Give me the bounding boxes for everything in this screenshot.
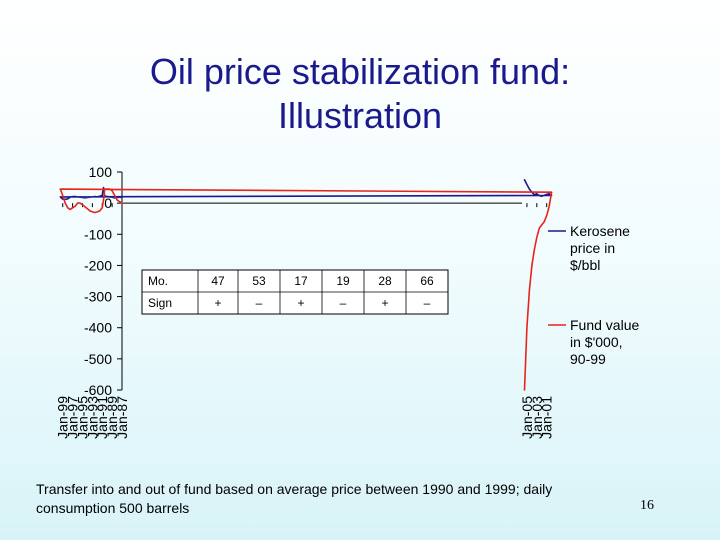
table-row-header: Sign — [148, 296, 172, 310]
footnote: Transfer into and out of fund based on a… — [36, 481, 553, 516]
table-cell: + — [214, 296, 221, 310]
fund-value-line — [59, 188, 553, 391]
y-tick-label: -300 — [84, 289, 112, 305]
y-tick-label: -400 — [84, 320, 112, 336]
table-cell: 53 — [252, 274, 266, 288]
x-tick-label: Jan-03 — [529, 396, 545, 439]
slide-title: Oil price stabilization fund: Illustrati… — [0, 50, 720, 138]
series-lines — [59, 179, 553, 391]
table-cell: – — [424, 296, 431, 310]
legend-label: Fund value in $'000, 90-99 — [570, 317, 639, 367]
table-cell: 47 — [211, 274, 225, 288]
x-tick-label: Jan-99 — [55, 396, 71, 439]
legend-label: Kerosene price in $/bbl — [570, 223, 630, 273]
x-tick-label: Jan-91 — [94, 396, 110, 439]
slide-title-line-1: Oil price stabilization fund: — [149, 51, 571, 92]
y-tick-label: -200 — [84, 257, 112, 273]
x-axis: Jan-87Jan-89Jan-91Jan-93Jan-95Jan-97Jan-… — [55, 202, 555, 439]
x-tick-label: Jan-93 — [84, 396, 100, 439]
x-tick-label: Jan-95 — [74, 396, 90, 439]
y-tick-label: -600 — [84, 382, 112, 398]
y-tick-label: 100 — [89, 164, 113, 180]
legend: Kerosene price in $/bbl Fund value in $'000,… — [548, 223, 639, 367]
table-row-header: Mo. — [148, 274, 168, 288]
table-cell: 66 — [420, 274, 434, 288]
x-tick-label: Jan-97 — [65, 396, 81, 439]
table-cell: + — [297, 296, 304, 310]
y-tick-label: -500 — [84, 351, 112, 367]
x-tick-label: Jan-87 — [114, 396, 130, 439]
y-tick-label: 0 — [104, 195, 112, 211]
table-cell: 17 — [294, 274, 308, 288]
table-cell: 19 — [336, 274, 350, 288]
table-cell: – — [340, 296, 347, 310]
data-table: Mo. 47 53 17 19 28 66 Sign + – + – + – — [141, 269, 449, 315]
kerosene-price-line — [59, 179, 553, 201]
y-tick-label: -100 — [84, 226, 112, 242]
page-number: 16 — [640, 498, 654, 513]
table-cell: 28 — [378, 274, 392, 288]
slide-title-line-2: Illustration — [277, 95, 443, 136]
x-tick-label: Jan-89 — [104, 396, 120, 439]
x-tick-label: Jan-01 — [539, 396, 555, 439]
y-axis: 100 0 -100 -200 -300 -400 -500 -600 — [84, 164, 123, 398]
x-tick-label: Jan-05 — [519, 396, 535, 439]
table-cell: – — [256, 296, 263, 310]
table-cell: + — [381, 296, 388, 310]
